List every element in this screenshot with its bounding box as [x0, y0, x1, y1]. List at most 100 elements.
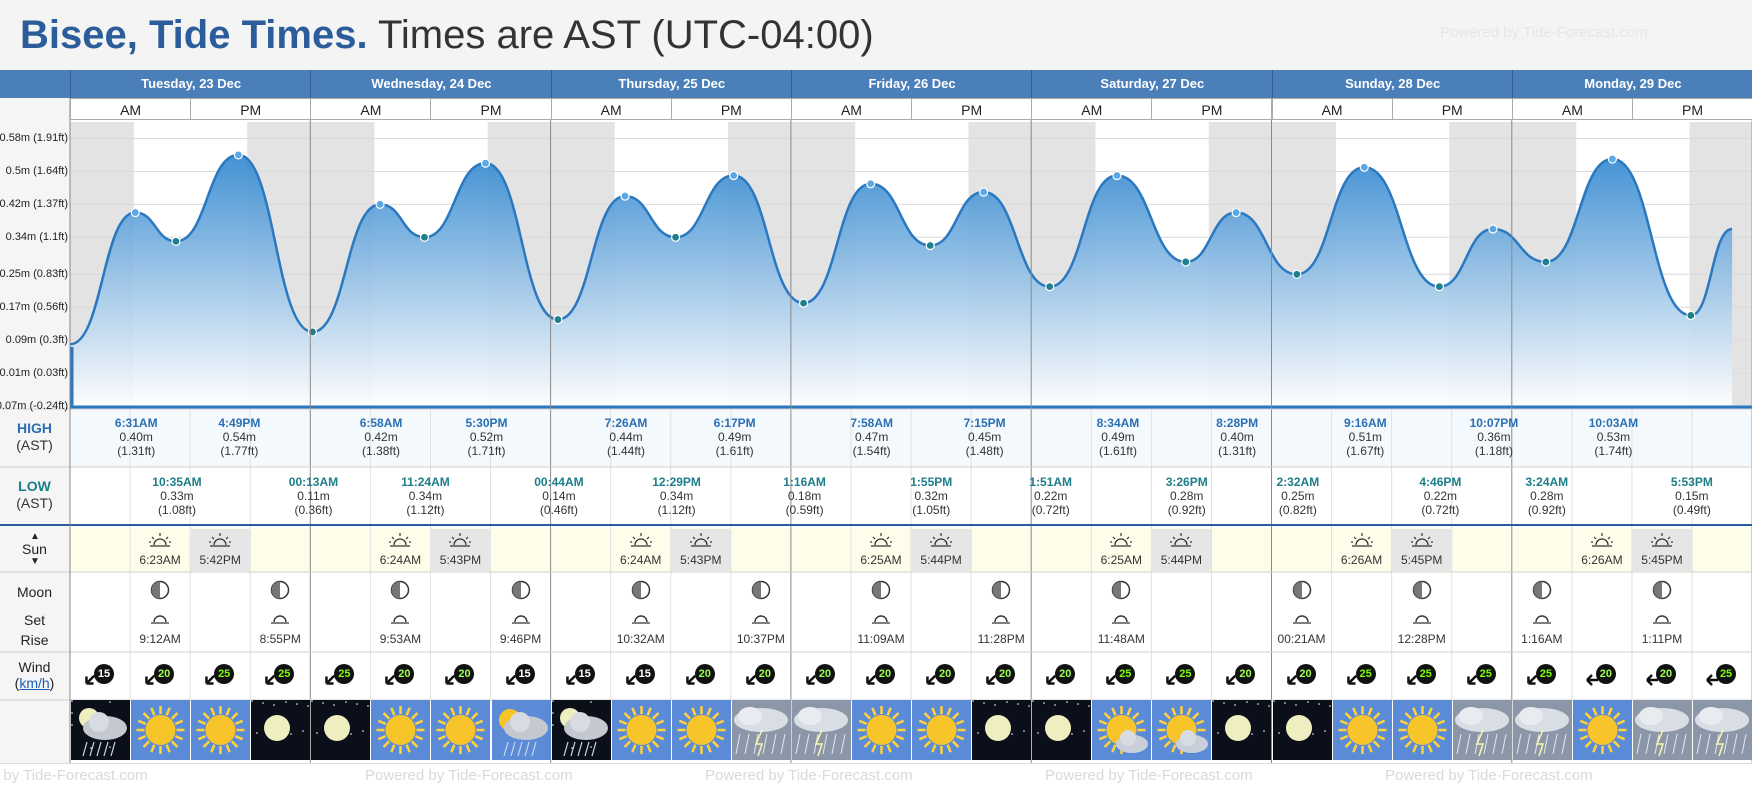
am-label: AM: [1271, 98, 1393, 120]
sunrise-icon: [149, 533, 172, 547]
sunrise-time: 6:26AM: [1340, 553, 1383, 567]
powered-by-footer[interactable]: Powered by Tide-Forecast.com: [365, 767, 573, 784]
sunset-time: 5:45PM: [1400, 553, 1443, 567]
low-tide-cell-feet: (0.46ft): [539, 503, 578, 517]
high-tide-point: [1359, 162, 1369, 172]
moon-time: 9:12AM: [139, 632, 181, 646]
high-tide-cell-feet: (1.61ft): [1098, 444, 1137, 458]
low-tide-cell-feet: (1.12ft): [406, 503, 445, 517]
powered-by-footer[interactable]: Powered by Tide-Forecast.com: [0, 767, 148, 784]
wind-speed-badge: 25: [1415, 664, 1436, 684]
high-tide-cell: 8:28PM 0.40m (1.31ft): [1207, 416, 1267, 458]
high-tide-cell-time: 5:30PM: [465, 416, 508, 430]
high-tide-cell-feet: (1.77ft): [220, 444, 259, 458]
day-header: Saturday, 27 Dec: [1031, 70, 1273, 98]
wind-speed-badge: 20: [694, 664, 715, 684]
low-tide-cell-time: 11:24AM: [401, 475, 450, 489]
low-tide-cell-feet: (1.08ft): [157, 503, 196, 517]
low-tide-cell-time: 5:53PM: [1670, 475, 1713, 489]
moon-phase-icon: [991, 580, 1011, 600]
day-header: Tuesday, 23 Dec: [70, 70, 312, 98]
high-tide-point: [620, 191, 630, 201]
low-tide-cell: 1:51AM 0.22m (0.72ft): [1021, 475, 1081, 517]
wind-direction-arrow-icon: [1046, 674, 1057, 685]
high-tide-cell-feet: (1.71ft): [467, 444, 506, 458]
low-row-tz: (AST): [16, 495, 53, 511]
wind-direction-arrow-icon: [325, 674, 336, 685]
sun-icon: [851, 700, 911, 760]
sun-icon: [1572, 700, 1632, 760]
wind-speed-badge: 20: [454, 664, 475, 684]
pm-label: PM: [911, 98, 1033, 120]
moon-phase-icon: [1412, 580, 1431, 600]
wind-speed-badge: 25: [1475, 664, 1496, 684]
powered-by-watermark[interactable]: Powered by Tide-Forecast.com: [1440, 24, 1648, 41]
tide-line: [69, 153, 1733, 346]
high-tide-cell: 7:26AM 0.44m (1.44ft): [596, 416, 656, 458]
high-tide-cell-feet: (1.67ft): [1346, 444, 1385, 458]
moon-phase-icon: [511, 580, 530, 600]
powered-by-footer[interactable]: Powered by Tide-Forecast.com: [1385, 767, 1593, 784]
wind-speed-badge: 25: [1355, 664, 1376, 684]
moon-phase-icon: [1112, 580, 1131, 600]
moon-icon: [972, 700, 1032, 760]
sun-icon: [912, 700, 972, 760]
wind-direction-arrow-icon: [1346, 674, 1357, 685]
high-tide-cell: 5:30PM 0.52m (1.71ft): [457, 416, 517, 458]
am-label: AM: [790, 98, 913, 120]
sunrise-time: 6:24AM: [620, 553, 662, 567]
sunset-icon: [1410, 533, 1433, 547]
powered-by-footer[interactable]: Powered by Tide-Forecast.com: [1045, 767, 1253, 784]
wind-speed-badge: 25: [1175, 664, 1196, 684]
low-row-label: LOW: [18, 478, 51, 494]
wind-speed-badge: 25: [1716, 664, 1737, 684]
sunset-time: 5:43PM: [439, 553, 482, 567]
high-tide-point: [233, 150, 243, 160]
low-tide-cell-meters: 0.25m: [1281, 489, 1315, 503]
rain-cloud-icon: [491, 700, 551, 760]
high-tide-point: [480, 158, 491, 168]
high-tide-cell-feet: (1.48ft): [965, 444, 1004, 458]
wind-direction-arrow-icon: [1226, 674, 1237, 685]
low-tide-cell-time: 3:26PM: [1165, 475, 1208, 489]
high-tide-cell: 7:58AM 0.47m (1.54ft): [842, 416, 902, 458]
wind-speed-badge: 20: [1295, 664, 1316, 684]
high-tide-cell-meters: 0.47m: [854, 430, 889, 444]
wind-speed-badge: 15: [634, 664, 655, 684]
sunrise-icon: [1110, 533, 1133, 547]
wind-direction-arrow-icon: [265, 674, 276, 685]
sunrise-time: 6:26AM: [1581, 553, 1623, 567]
high-tide-cell-time: 9:16AM: [1343, 416, 1387, 430]
moon-time: 12:28PM: [1397, 632, 1446, 646]
high-tide-cell-time: 10:03AM: [1588, 416, 1639, 430]
high-tide-cell-meters: 0.42m: [364, 430, 398, 444]
pm-label: PM: [1631, 98, 1752, 120]
wind-speed-badge: 15: [94, 664, 115, 684]
day-header: Sunday, 28 Dec: [1271, 70, 1513, 98]
moon-phase-icon: [271, 580, 290, 600]
low-tide-cell-meters: 0.14m: [542, 489, 576, 503]
wind-speed-badge: 20: [394, 664, 415, 684]
moon-time: 10:37PM: [736, 632, 785, 646]
sunset-icon: [1170, 533, 1193, 547]
wind-speed-badge: 25: [274, 664, 295, 684]
wind-direction-arrow-icon: [1706, 674, 1719, 686]
low-tide-cell-time: 10:35AM: [152, 475, 202, 489]
high-tide-cell-time: 7:15PM: [963, 416, 1006, 430]
moonrise-icon: [1412, 615, 1431, 624]
high-tide-cell: 9:16AM 0.51m (1.67ft): [1335, 416, 1395, 458]
sunrise-time: 6:24AM: [379, 553, 422, 567]
low-tide-cell-meters: 0.28m: [1530, 489, 1564, 503]
y-axis-tick-label: -0.07m (-0.24ft): [0, 400, 68, 412]
sun-icon: [1392, 700, 1452, 760]
wind-speed-badge: 20: [814, 664, 835, 684]
high-tide-cell-meters: 0.40m: [119, 430, 153, 444]
wind-direction-arrow-icon: [926, 674, 937, 685]
day-header: Wednesday, 24 Dec: [310, 70, 552, 98]
low-tide-point: [1686, 310, 1696, 321]
powered-by-footer[interactable]: Powered by Tide-Forecast.com: [705, 767, 913, 784]
wind-unit-toggle-link[interactable]: km/h: [19, 675, 50, 691]
low-tide-cell-time: 4:46PM: [1419, 475, 1462, 489]
low-tide-cell: 3:24AM 0.28m (0.92ft): [1517, 475, 1577, 517]
